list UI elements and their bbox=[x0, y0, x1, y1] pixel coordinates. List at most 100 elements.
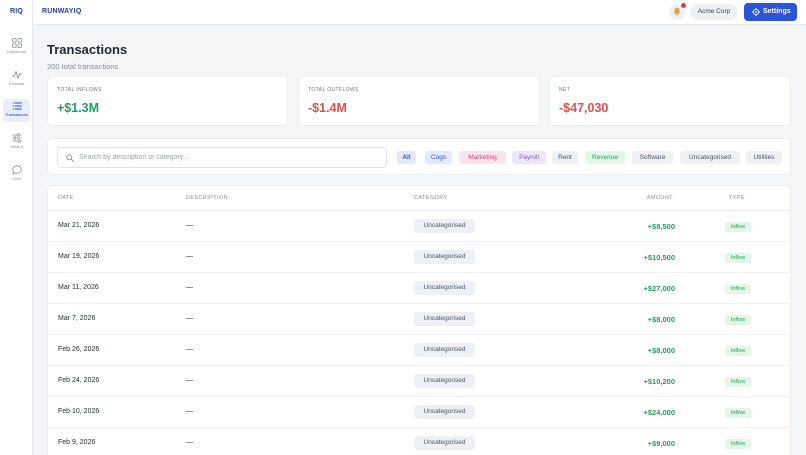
row-description: — bbox=[186, 315, 193, 322]
sidebar: RIQ Dashboard Forecast Transactions bbox=[0, 0, 33, 455]
sidebar-item-label: What-if bbox=[10, 144, 23, 149]
row-category-badge[interactable]: Uncategorised bbox=[414, 312, 475, 326]
row-description: — bbox=[186, 253, 193, 260]
row-category-badge[interactable]: Uncategorised bbox=[414, 281, 475, 295]
table-row[interactable]: Feb 24, 2026 — Uncategorised +$10,200 In… bbox=[48, 366, 790, 397]
total-outflows-card: TOTAL OUTFLOWS -$1.4M bbox=[298, 76, 540, 126]
row-type-badge: Inflow bbox=[725, 222, 751, 232]
column-header-date[interactable]: DATE bbox=[58, 195, 74, 201]
org-switcher[interactable]: Acme Corp bbox=[690, 4, 738, 20]
row-date: Mar 11, 2026 bbox=[58, 284, 99, 291]
table-row[interactable]: Mar 21, 2026 — Uncategorised +$8,500 Inf… bbox=[48, 211, 790, 242]
search-input[interactable] bbox=[79, 150, 379, 165]
row-amount: +$27,000 bbox=[643, 284, 676, 293]
row-date: Mar 19, 2026 bbox=[58, 253, 100, 260]
row-description: — bbox=[186, 284, 193, 291]
row-description: — bbox=[186, 222, 193, 229]
card-value: +$1.3M bbox=[57, 101, 100, 115]
sidebar-item-transactions[interactable]: Transactions bbox=[3, 99, 30, 122]
row-type-badge: Inflow bbox=[725, 408, 751, 418]
row-amount: +$8,000 bbox=[647, 315, 675, 324]
settings-label: Settings bbox=[763, 8, 791, 15]
net-card: NET -$47,030 bbox=[549, 76, 791, 126]
table-row[interactable]: Feb 10, 2026 — Uncategorised +$24,000 In… bbox=[48, 397, 790, 428]
row-description: — bbox=[186, 377, 193, 384]
column-header-amount[interactable]: AMOUNT bbox=[646, 195, 673, 201]
row-type-badge: Inflow bbox=[725, 346, 751, 356]
sidebar-item-what-if[interactable]: What-if bbox=[3, 131, 30, 154]
sidebar-item-forecast[interactable]: Forecast bbox=[3, 68, 30, 91]
row-description: — bbox=[186, 346, 193, 353]
filter-bar: All Cogs Marketing Payroll Rent Revenue … bbox=[47, 138, 791, 175]
row-category-badge[interactable]: Uncategorised bbox=[414, 250, 475, 264]
forecast-line-icon bbox=[11, 71, 22, 79]
row-date: Feb 9, 2026 bbox=[58, 439, 96, 446]
top-bar: RUNWAYIQ Acme Corp Settings bbox=[33, 0, 806, 25]
filter-chip-software[interactable]: Software bbox=[632, 151, 673, 164]
row-description: — bbox=[186, 439, 193, 446]
brand-name[interactable]: RUNWAYIQ bbox=[42, 8, 82, 15]
column-header-category[interactable]: CATEGORY bbox=[414, 195, 448, 201]
table-row[interactable]: Mar 11, 2026 — Uncategorised +$27,000 In… bbox=[48, 273, 790, 304]
row-date: Mar 21, 2026 bbox=[58, 222, 100, 229]
sidebar-item-label: Chat bbox=[12, 176, 21, 181]
transaction-count: 200 total transactions bbox=[47, 62, 119, 71]
filter-chip-utilities[interactable]: Utilities bbox=[746, 151, 782, 164]
filter-chip-uncategorised[interactable]: Uncategorised bbox=[680, 151, 740, 164]
list-icon bbox=[12, 102, 22, 110]
transactions-table: DATE DESCRIPTION CATEGORY AMOUNT TYPE Ma… bbox=[47, 185, 791, 455]
row-type-badge: Inflow bbox=[725, 253, 751, 263]
search-box[interactable] bbox=[57, 147, 387, 168]
column-header-type[interactable]: TYPE bbox=[729, 195, 745, 201]
page-title: Transactions bbox=[47, 42, 128, 57]
filter-chip-all[interactable]: All bbox=[397, 151, 416, 164]
bell-icon bbox=[673, 7, 681, 16]
settings-button[interactable]: Settings bbox=[744, 3, 797, 21]
row-date: Mar 7, 2026 bbox=[58, 315, 96, 322]
card-label: NET bbox=[559, 87, 571, 93]
sidebar-item-dashboard[interactable]: Dashboard bbox=[3, 36, 30, 59]
filter-chip-revenue[interactable]: Revenue bbox=[585, 151, 625, 164]
row-type-badge: Inflow bbox=[725, 284, 751, 294]
row-category-badge[interactable]: Uncategorised bbox=[414, 436, 475, 450]
row-category-badge[interactable]: Uncategorised bbox=[414, 405, 475, 419]
row-amount: +$9,000 bbox=[647, 439, 675, 448]
row-type-badge: Inflow bbox=[725, 315, 751, 325]
chat-bubble-icon bbox=[11, 165, 22, 175]
notification-dot bbox=[681, 3, 686, 8]
dashboard-grid-icon bbox=[11, 38, 22, 48]
table-row[interactable]: Feb 9, 2026 — Uncategorised +$9,000 Infl… bbox=[48, 428, 790, 455]
row-category-badge[interactable]: Uncategorised bbox=[414, 219, 475, 233]
row-category-badge[interactable]: Uncategorised bbox=[414, 374, 475, 388]
sliders-icon bbox=[12, 133, 21, 143]
notifications-button[interactable] bbox=[669, 3, 686, 20]
row-category-badge[interactable]: Uncategorised bbox=[414, 343, 475, 357]
table-row[interactable]: Mar 19, 2026 — Uncategorised +$10,500 In… bbox=[48, 242, 790, 273]
sidebar-logo[interactable]: RIQ bbox=[9, 8, 24, 15]
card-label: TOTAL INFLOWS bbox=[57, 87, 102, 93]
row-date: Feb 10, 2026 bbox=[58, 408, 100, 415]
card-label: TOTAL OUTFLOWS bbox=[308, 87, 359, 93]
row-amount: +$10,500 bbox=[643, 253, 676, 262]
row-amount: +$24,000 bbox=[643, 408, 676, 417]
row-date: Feb 26, 2026 bbox=[58, 346, 100, 353]
filter-chip-cogs[interactable]: Cogs bbox=[425, 151, 452, 164]
total-inflows-card: TOTAL INFLOWS +$1.3M bbox=[47, 76, 288, 126]
column-header-description[interactable]: DESCRIPTION bbox=[186, 195, 228, 201]
row-type-badge: Inflow bbox=[725, 377, 751, 387]
row-amount: +$10,200 bbox=[643, 377, 676, 386]
gear-icon bbox=[752, 8, 760, 16]
header-divider bbox=[48, 210, 790, 211]
sidebar-item-chat[interactable]: Chat bbox=[3, 163, 30, 186]
filter-chip-marketing[interactable]: Marketing bbox=[459, 151, 506, 164]
table-row[interactable]: Mar 7, 2026 — Uncategorised +$8,000 Infl… bbox=[48, 304, 790, 335]
card-value: -$47,030 bbox=[559, 101, 609, 115]
row-type-badge: Inflow bbox=[725, 439, 751, 449]
filter-chip-rent[interactable]: Rent bbox=[552, 151, 578, 164]
search-icon bbox=[66, 154, 74, 162]
filter-chip-payroll[interactable]: Payroll bbox=[512, 151, 546, 164]
row-date: Feb 24, 2026 bbox=[58, 377, 100, 384]
sidebar-item-label: Forecast bbox=[8, 81, 25, 86]
table-row[interactable]: Feb 26, 2026 — Uncategorised +$8,000 Inf… bbox=[48, 335, 790, 366]
row-amount: +$8,000 bbox=[647, 346, 675, 355]
